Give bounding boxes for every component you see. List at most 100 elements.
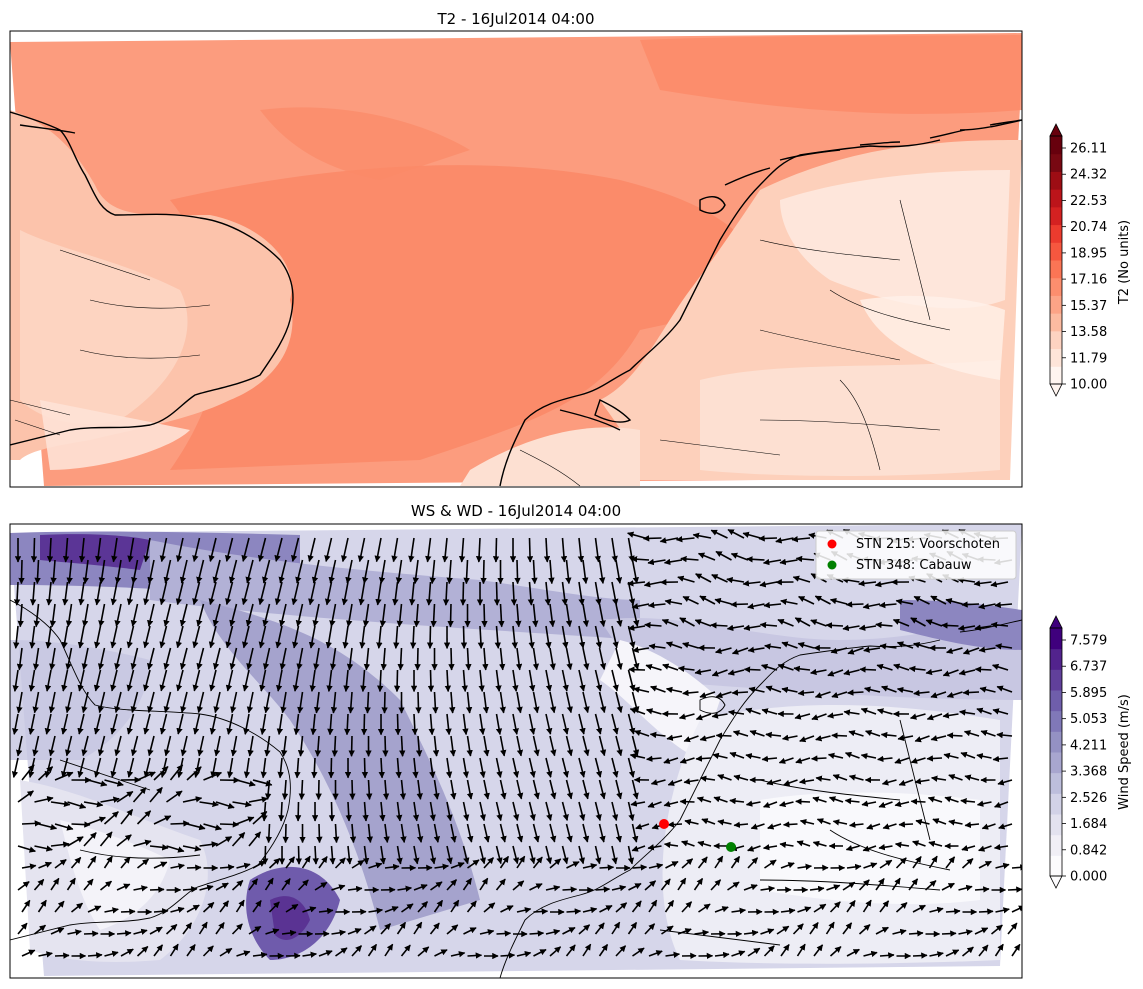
wind-arrow [532, 779, 540, 800]
wind-arrow [650, 779, 666, 786]
wind-arrow [978, 646, 996, 653]
wind-arrow [344, 713, 351, 736]
wind-arrow [849, 821, 864, 829]
wind-arrow [48, 735, 56, 757]
wind-arrow [411, 713, 419, 736]
wind-arrow [199, 800, 219, 808]
wind-arrow [163, 647, 172, 670]
wind-arrow [779, 800, 794, 808]
wind-arrow [878, 801, 893, 808]
wind-arrow [647, 844, 662, 851]
wind-arrow [50, 841, 70, 848]
wind-arrow [998, 823, 1013, 830]
wind-arrow [516, 950, 532, 958]
wind-arrow [874, 581, 893, 588]
wind-arrow [259, 669, 267, 692]
wind-arrow [792, 923, 804, 935]
wind-arrow [401, 903, 414, 913]
wind-arrow [210, 757, 217, 779]
wind-arrow [631, 823, 639, 843]
wind-arrow [858, 624, 877, 631]
wind-colorbar-ticks: 7.579 6.737 5.895 5.053 4.211 3.368 2.526 1.684… [1062, 634, 1107, 885]
wind-colorbar: 7.579 6.737 5.895 5.053 4.211 3.368 2.526 1.684… [1049, 615, 1132, 889]
wind-arrow [665, 686, 683, 694]
wind-arrow [379, 845, 387, 865]
wind-arrow [137, 858, 149, 869]
wind-arrow [797, 863, 812, 871]
wind-arrow [745, 707, 761, 715]
wind-arrow [32, 735, 40, 757]
wind-arrow [762, 558, 782, 566]
wind-arrow [302, 906, 317, 913]
wind-arrow [631, 845, 646, 852]
wind-arrow [565, 559, 572, 585]
wind-arrow [483, 823, 491, 843]
wind-arrow [66, 559, 73, 585]
wind-arrow [219, 900, 230, 913]
wind-arrow [942, 669, 959, 677]
wind-arrow [290, 537, 300, 562]
wind-arrow [962, 647, 980, 655]
wind-map-field [10, 524, 1022, 978]
wind-arrow [268, 901, 280, 913]
wind-arrow [858, 879, 870, 891]
wind-arrow [192, 581, 201, 606]
wind-arrow [444, 669, 452, 693]
wind-arrow [159, 669, 168, 692]
wind-arrow [103, 855, 113, 869]
wind-arrow [945, 856, 956, 869]
wind-arrow [149, 844, 169, 851]
wind-arrow [345, 559, 353, 584]
wind-arrow [192, 537, 201, 562]
wind-arrow [330, 691, 338, 714]
wind-arrow [961, 946, 974, 957]
wind-arrow [392, 581, 399, 606]
wind-arrow [710, 529, 728, 539]
wind-arrow [990, 924, 1003, 935]
wind-arrow [280, 691, 287, 714]
wind-arrow [316, 823, 323, 844]
wind-arrow [466, 823, 474, 843]
wind-arrow [208, 537, 217, 562]
wind-arrow [598, 779, 606, 800]
wind-arrow [116, 883, 131, 891]
wind-arrow [50, 877, 60, 891]
wind-arrow [875, 878, 885, 891]
wind-arrow [799, 818, 815, 826]
wind-arrow [860, 753, 877, 760]
wind-arrow [384, 863, 400, 871]
wind-arrow [760, 663, 778, 671]
wind-arrow [915, 818, 930, 826]
wind-arrow [241, 625, 250, 649]
wind-arrow [512, 757, 520, 778]
wind-arrow [100, 880, 112, 891]
wind-arrow [377, 669, 384, 693]
wind-arrow [765, 731, 782, 739]
wind-arrow [516, 855, 526, 869]
t2-colorbar-tick-label: 15.37 [1070, 299, 1107, 314]
t2-colorbar-swatch [1050, 206, 1062, 226]
wind-arrows [11, 528, 1022, 960]
wind-arrow [648, 643, 666, 650]
wind-arrow [32, 691, 40, 714]
wind-arrow [312, 845, 319, 865]
wind-arrow [827, 712, 844, 719]
wind-colorbar-tick-label: 4.211 [1070, 738, 1107, 753]
wind-colorbar-swatch [1050, 752, 1062, 774]
wind-arrow [225, 625, 234, 649]
wind-arrow [878, 844, 893, 851]
wind-arrow [225, 581, 234, 606]
wind-arrow [61, 625, 69, 649]
t2-colorbar-swatch [1050, 171, 1062, 190]
wind-arrow [360, 669, 367, 693]
wind-arrow [297, 691, 304, 714]
wind-arrow [930, 735, 947, 742]
wind-arrow [783, 779, 798, 786]
wind-arrow [182, 796, 203, 803]
wind-arrow [186, 944, 196, 957]
wind-arrow [208, 625, 217, 649]
wind-arrow [230, 735, 238, 757]
wind-colorbar-tick-label: 5.053 [1070, 712, 1107, 727]
wind-arrow [396, 603, 403, 628]
wind-arrow [682, 689, 699, 697]
